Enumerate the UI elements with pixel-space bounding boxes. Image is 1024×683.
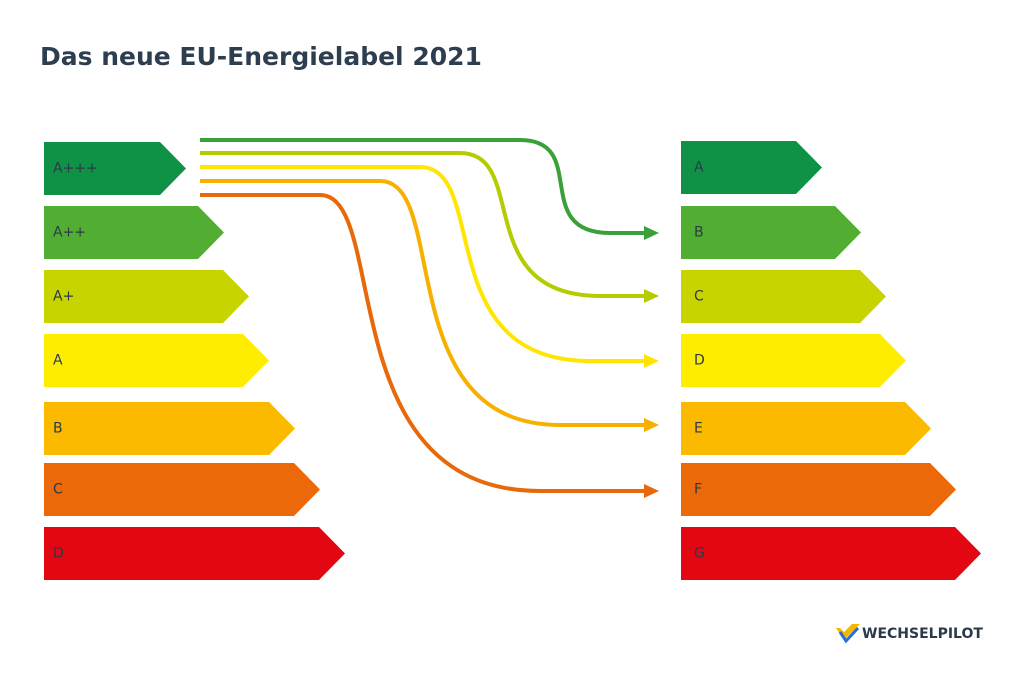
energy-bar bbox=[681, 402, 931, 455]
mapping-arrows bbox=[200, 138, 659, 498]
brand-logo: WECHSELPILOT bbox=[836, 624, 983, 644]
class-label: F bbox=[694, 482, 702, 498]
class-label: D bbox=[694, 353, 705, 369]
arrow-curve bbox=[200, 165, 646, 363]
energy-bar bbox=[681, 463, 956, 516]
energy-bar bbox=[681, 527, 981, 580]
logo-icon bbox=[838, 626, 860, 644]
class-label: A+++ bbox=[53, 161, 98, 177]
class-label: C bbox=[694, 289, 704, 305]
arrow-head bbox=[644, 484, 659, 498]
class-label: A bbox=[53, 353, 63, 369]
energy-bar bbox=[44, 270, 249, 323]
brand-name: WECHSELPILOT bbox=[862, 626, 983, 642]
class-label: C bbox=[53, 482, 63, 498]
energy-bar bbox=[44, 334, 269, 387]
title: Das neue EU-Energielabel 2021 bbox=[40, 42, 482, 71]
class-label: B bbox=[53, 421, 63, 437]
class-label: B bbox=[694, 225, 704, 241]
arrow-curve bbox=[200, 179, 646, 427]
energy-bar bbox=[681, 334, 906, 387]
energy-bar bbox=[681, 141, 822, 194]
energy-bar bbox=[681, 206, 861, 259]
class-label: E bbox=[694, 421, 703, 437]
class-label: A bbox=[694, 160, 704, 176]
class-label: D bbox=[53, 546, 64, 562]
arrow-head bbox=[644, 289, 659, 303]
arrow-head bbox=[644, 226, 659, 240]
energy-bar bbox=[44, 142, 186, 195]
class-label: G bbox=[694, 546, 705, 562]
energy-bar bbox=[681, 270, 886, 323]
energy-bar bbox=[44, 463, 320, 516]
arrow-head bbox=[644, 418, 659, 432]
energy-bar bbox=[44, 402, 295, 455]
arrow-curve bbox=[200, 138, 646, 235]
energy-bar bbox=[44, 206, 224, 259]
class-label: A++ bbox=[53, 225, 86, 241]
energy-bar bbox=[44, 527, 345, 580]
arrow-curve bbox=[200, 193, 646, 493]
arrow-head bbox=[644, 354, 659, 368]
class-label: A+ bbox=[53, 289, 74, 305]
arrow-curve bbox=[200, 151, 646, 298]
label-bars: A+++ A++ A+ A B C D A B C D E F G bbox=[44, 141, 981, 580]
